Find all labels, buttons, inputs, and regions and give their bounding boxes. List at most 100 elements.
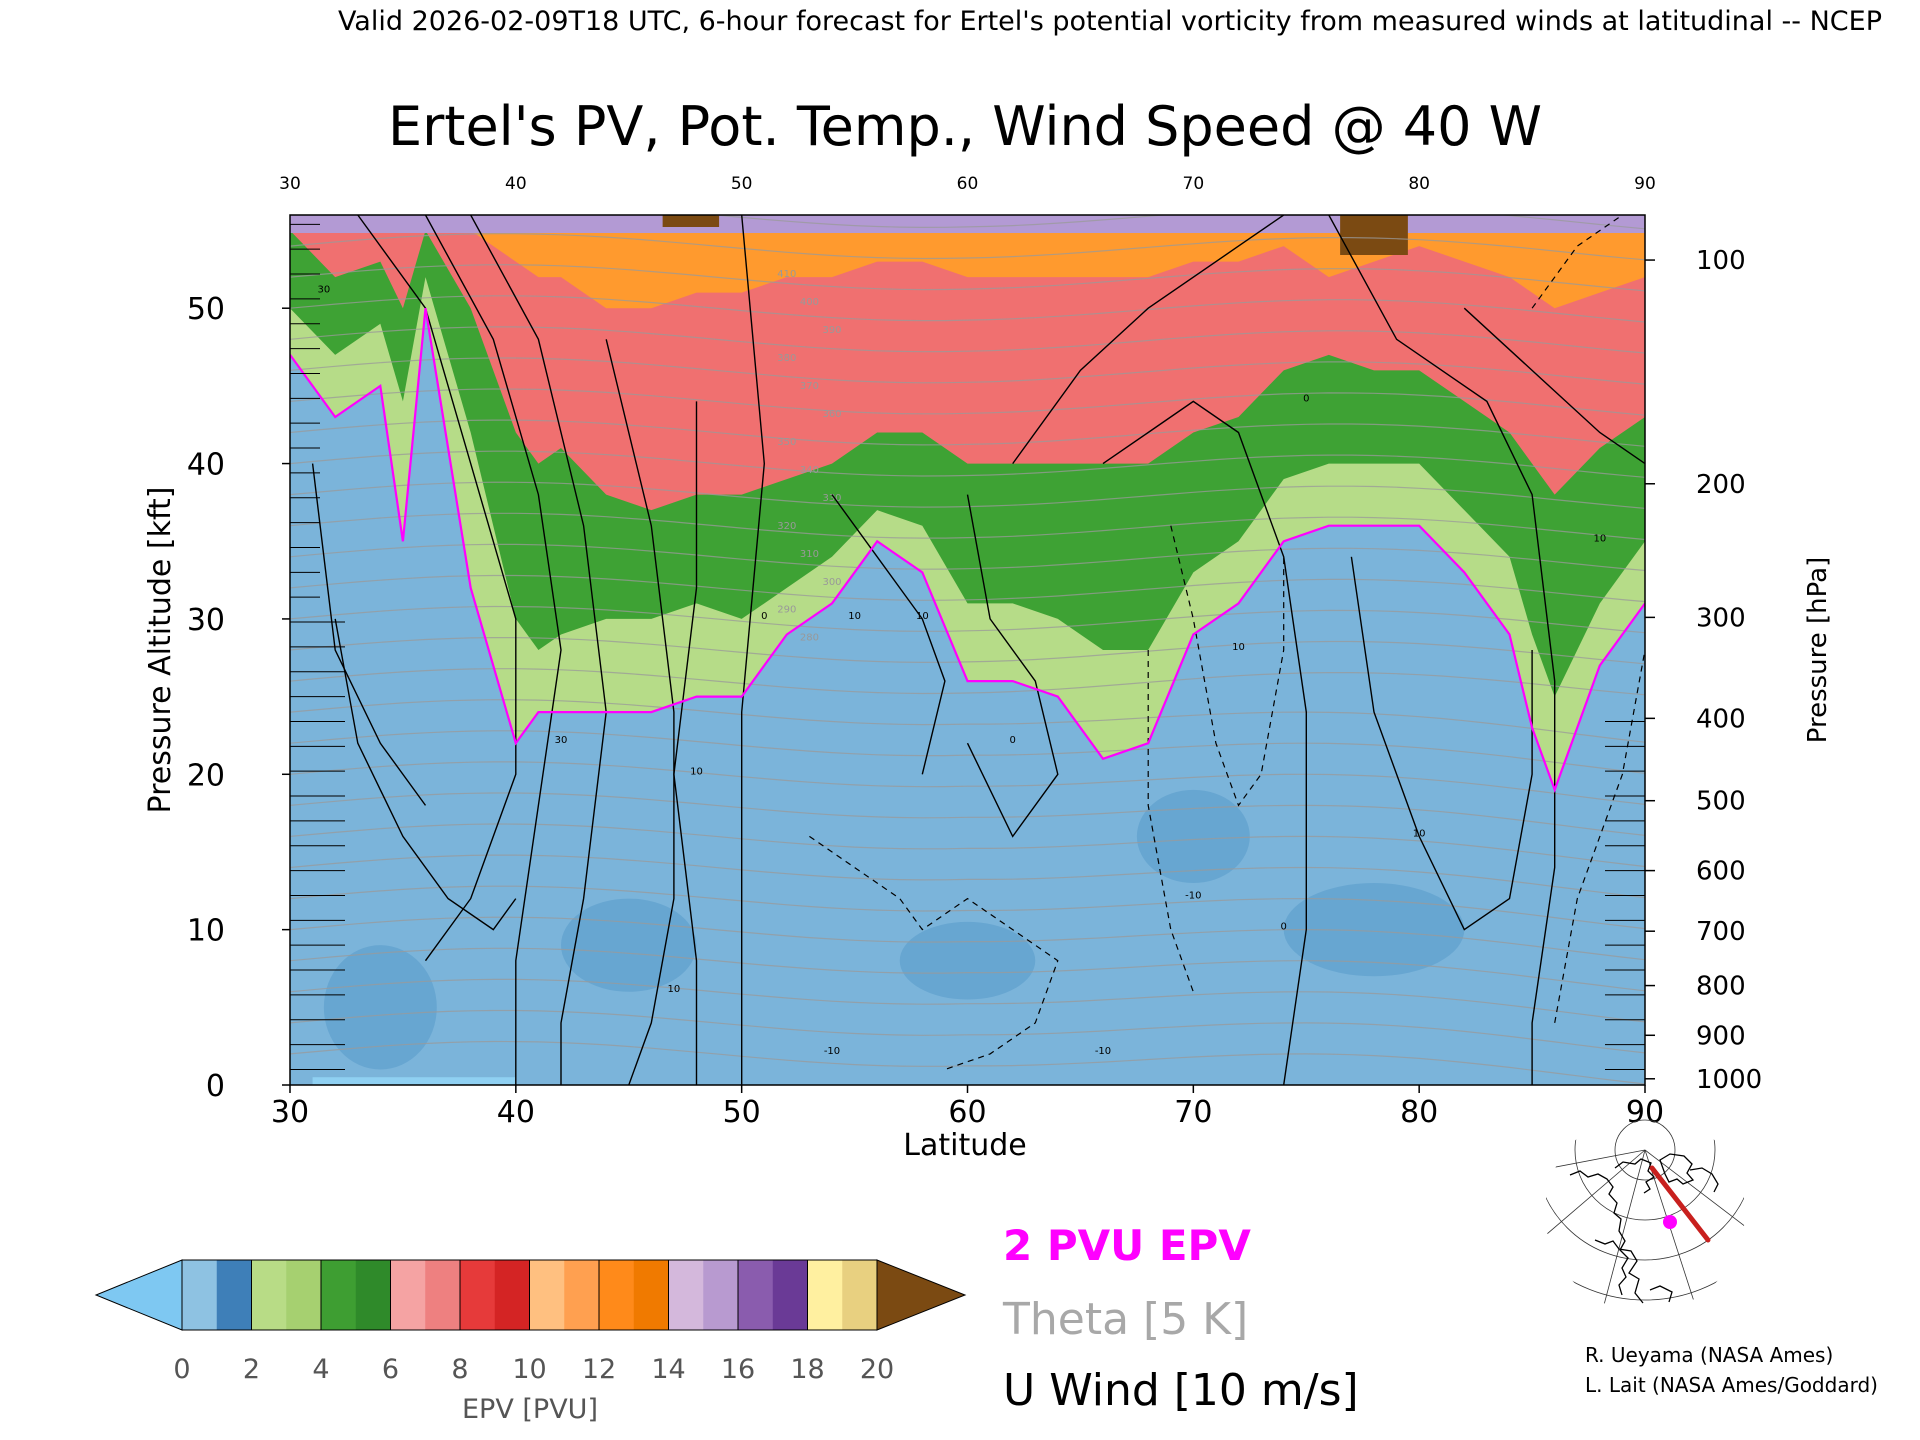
x-top-tick-label: 80 [1408, 174, 1430, 194]
colorbar-label: EPV [PVU] [462, 1394, 598, 1425]
y-tick-label: 0 [206, 1069, 225, 1104]
colorbar-segment [529, 1260, 565, 1330]
theta-contour-label: 400 [800, 297, 819, 308]
pressure-axis-label: Pressure [hPa] [1803, 557, 1833, 744]
theta-contour-label: 320 [777, 521, 796, 532]
colorbar-segment [182, 1260, 218, 1330]
x-tick-label: 50 [723, 1095, 761, 1130]
u-wind-contour-label: 10 [916, 611, 929, 622]
pressure-tick-label: 600 [1696, 857, 1746, 887]
theta-contour [290, 823, 1645, 868]
u-wind-contour [741, 215, 766, 1085]
u-wind-contour [1463, 307, 1645, 465]
x-tick-label: 30 [271, 1095, 309, 1130]
u-wind-contour [1012, 215, 1285, 465]
u-wind-contour-label: 0 [1303, 393, 1309, 404]
u-wind-contours: 30 30 10 0 10 10 0 0 10 -10 10 10 0 -10 -10 10 [311, 215, 1645, 1085]
colorbar-tick-label: 14 [651, 1354, 685, 1385]
colorbar-segment [668, 1260, 704, 1330]
colorbar-segment [425, 1260, 461, 1330]
theta-contour [290, 792, 1645, 836]
y-axis-label: Pressure Altitude [kft] [143, 487, 178, 814]
theta-contour [290, 264, 1645, 292]
theta-contour [290, 543, 1645, 572]
colorbar-segment [286, 1260, 322, 1330]
pressure-axis: 100 200 300 400 500 600 700 800 900 1000 [1645, 246, 1762, 1095]
theta-contour [290, 233, 1645, 261]
y-tick-label: 50 [187, 292, 225, 327]
u-wind-contour [1328, 215, 1556, 1085]
u-wind-contour-label: 10 [1593, 533, 1606, 544]
epv-band-over [662, 215, 720, 227]
epv-band-over [1340, 215, 1408, 255]
legend-item-uwind: U Wind [10 m/s] [1003, 1365, 1359, 1416]
chart-title: Ertel's PV, Pot. Temp., Wind Speed @ 40 … [388, 95, 1542, 158]
epv-low-patch [1283, 883, 1465, 977]
theta-contour [290, 605, 1645, 634]
theta-contour-label: 330 [822, 493, 841, 504]
x-top-tick-label: 60 [957, 174, 979, 194]
theta-contour [290, 388, 1645, 416]
colorbar-under-arrow [94, 1259, 183, 1331]
inset-map-background [1540, 1155, 1740, 1305]
epv-under-strip [312, 1077, 516, 1085]
colorbar-over-arrow [876, 1259, 967, 1331]
colorbar-segment [807, 1260, 843, 1330]
x-axis-top: 30 40 50 60 70 80 90 [279, 174, 1656, 194]
u-wind-contour-label: 30 [318, 285, 331, 296]
colorbar-segment [599, 1260, 635, 1330]
pressure-tick-label: 200 [1696, 470, 1746, 500]
x-tick-label: 90 [1626, 1095, 1664, 1130]
theta-contour-label: 370 [800, 381, 819, 392]
colorbar-tick-label: 20 [860, 1354, 894, 1385]
u-wind-contour-label: 10 [690, 766, 703, 777]
epv-band-14-16 [290, 215, 1645, 233]
theta-contour [290, 215, 1645, 230]
valid-time-header: Valid 2026-02-09T18 UTC, 6-hour forecast… [338, 6, 1882, 37]
epv-low-patch [899, 921, 1036, 1000]
track-line [1649, 1165, 1711, 1243]
y-tick-label: 20 [187, 758, 225, 793]
colorbar-tick-label: 8 [451, 1354, 468, 1385]
pv2-line [290, 308, 1645, 794]
u-wind-contour-label: 30 [555, 735, 568, 746]
u-wind-contour [311, 463, 427, 806]
x-top-tick-label: 30 [279, 174, 301, 194]
theta-contour-label: 380 [777, 353, 796, 364]
y-tick-label: 40 [187, 448, 225, 483]
theta-contour [290, 419, 1645, 447]
y-tick-label: 30 [187, 603, 225, 638]
theta-contour-label: 350 [777, 437, 796, 448]
u-wind-contour [831, 494, 946, 775]
theta-contour [290, 512, 1645, 541]
theta-contour-label: 310 [800, 549, 819, 560]
colorbar-tick-label: 0 [173, 1354, 190, 1385]
credit-2: L. Lait (NASA Ames/Goddard) [1585, 1373, 1878, 1397]
epv-low-patch [323, 945, 437, 1070]
u-wind-contour [424, 215, 562, 1085]
u-wind-contour-label: -10 [1095, 1046, 1111, 1057]
pressure-tick-label: 500 [1696, 787, 1746, 817]
epv-low-patch [1136, 789, 1250, 884]
theta-contour [290, 885, 1645, 930]
x-axis: 30 40 50 60 70 80 90 [271, 1085, 1664, 1130]
theta-contour-label: 410 [777, 269, 796, 280]
inset-map-content [1545, 1112, 1745, 1312]
colorbar-segment [460, 1260, 496, 1330]
u-wind-contour-negative [1147, 650, 1194, 993]
pressure-tick-label: 400 [1696, 704, 1746, 734]
colorbar-tick-label: 12 [582, 1354, 616, 1385]
u-wind-contour-label: 0 [1280, 922, 1286, 933]
pressure-tick-lines [290, 223, 1645, 1070]
theta-contour [290, 326, 1645, 354]
colorbar-segment [494, 1260, 531, 1330]
pressure-tick-label: 1000 [1696, 1065, 1762, 1095]
colorbar-segment [633, 1260, 670, 1330]
u-wind-contour-negative [809, 835, 1059, 1071]
theta-contour-label: 340 [800, 465, 819, 476]
y-axis: 0 10 20 30 40 50 [187, 292, 290, 1104]
u-wind-contour-negative [1531, 215, 1623, 309]
colorbar-segment [842, 1260, 878, 1330]
pressure-tick-label: 800 [1696, 972, 1746, 1002]
colorbar-tick-label: 16 [721, 1354, 755, 1385]
